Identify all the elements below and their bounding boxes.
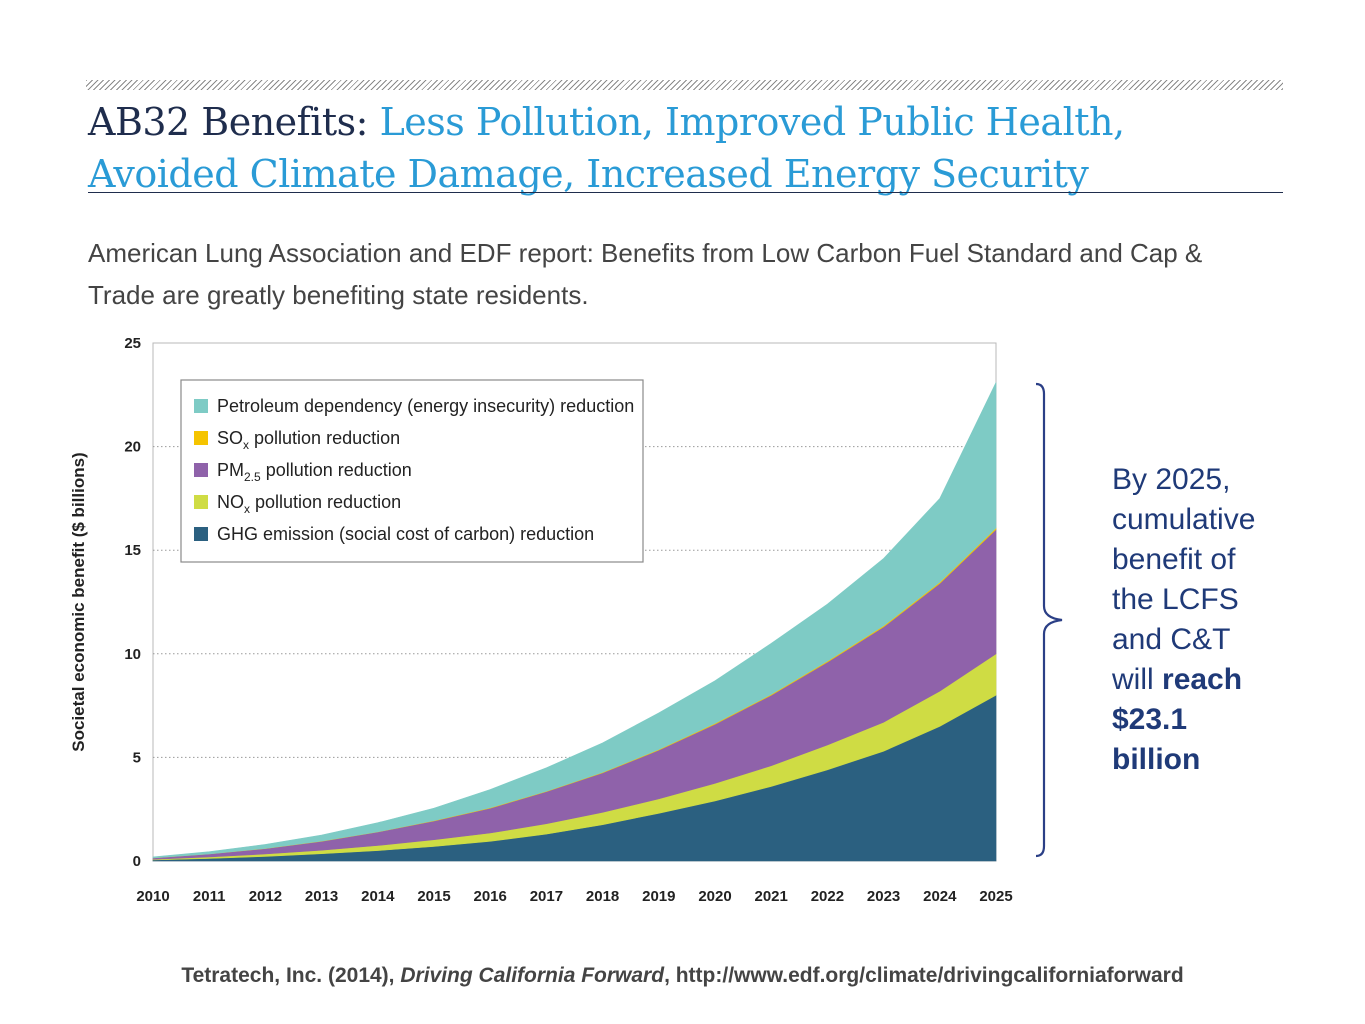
legend-box: [180, 379, 644, 563]
x-tick-label: 2022: [811, 888, 844, 905]
legend-label: SOx pollution reduction: [217, 428, 400, 452]
y-tick-label: 25: [124, 335, 141, 352]
x-tick-label: 2013: [305, 888, 338, 905]
x-tick-label: 2014: [361, 888, 395, 905]
x-tick-label: 2015: [417, 888, 450, 905]
y-tick-label: 10: [124, 646, 141, 663]
annotation-text: By 2025, cumulative benefit of the LCFS and …: [1112, 463, 1256, 696]
title-underline: [88, 192, 1283, 193]
x-tick-label: 2010: [136, 888, 169, 905]
slide-title: AB32 Benefits: Less Pollution, Improved …: [88, 96, 1283, 200]
title-subtitle: Less Pollution, Improved Public Health, …: [88, 100, 1125, 196]
x-tick-label: 2024: [923, 888, 957, 905]
citation-url: , http://www.edf.org/climate/drivingcali…: [664, 964, 1184, 987]
title-main: AB32 Benefits:: [88, 100, 368, 144]
x-tick-label: 2023: [867, 888, 900, 905]
y-axis-label: Societal economic benefit ($ billions): [69, 452, 88, 751]
legend-swatch: [194, 431, 208, 445]
legend-label: Petroleum dependency (energy insecurity)…: [217, 396, 634, 416]
y-tick-label: 15: [124, 542, 141, 559]
x-tick-label: 2011: [193, 888, 226, 905]
x-tick-label: 2012: [249, 888, 282, 905]
x-tick-label: 2021: [755, 888, 788, 905]
legend-swatch: [194, 463, 208, 477]
y-tick-label: 20: [124, 439, 141, 456]
y-tick-label: 0: [133, 853, 141, 870]
legend-label: PM2.5 pollution reduction: [217, 460, 412, 484]
x-tick-label: 2016: [474, 888, 507, 905]
x-tick-label: 2018: [586, 888, 619, 905]
source-citation: Tetratech, Inc. (2014), Driving Californ…: [0, 964, 1365, 988]
legend-swatch: [194, 495, 208, 509]
y-tick-label: 5: [133, 749, 141, 766]
x-tick-label: 2020: [698, 888, 731, 905]
citation-title: Driving California Forward: [400, 964, 665, 987]
title-hatch-divider: [86, 80, 1283, 90]
intro-text: American Lung Association and EDF report…: [88, 238, 1203, 310]
legend-label: NOx pollution reduction: [217, 492, 401, 516]
x-tick-label: 2017: [530, 888, 563, 905]
legend-swatch: [194, 527, 208, 541]
legend-label: GHG emission (social cost of carbon) red…: [217, 524, 594, 544]
annotation-highlight: reach $23.1 billion: [1112, 663, 1243, 776]
x-tick-label: 2025: [979, 888, 1012, 905]
x-tick-label: 2019: [642, 888, 675, 905]
legend-swatch: [194, 399, 208, 413]
right-brace: [1035, 382, 1063, 858]
benefit-annotation: By 2025, cumulative benefit of the LCFS and …: [1112, 460, 1255, 780]
area-petroleum-dependency-energy-insecurity-reduction: [152, 382, 997, 859]
citation-prefix: Tetratech, Inc. (2014),: [181, 964, 395, 987]
